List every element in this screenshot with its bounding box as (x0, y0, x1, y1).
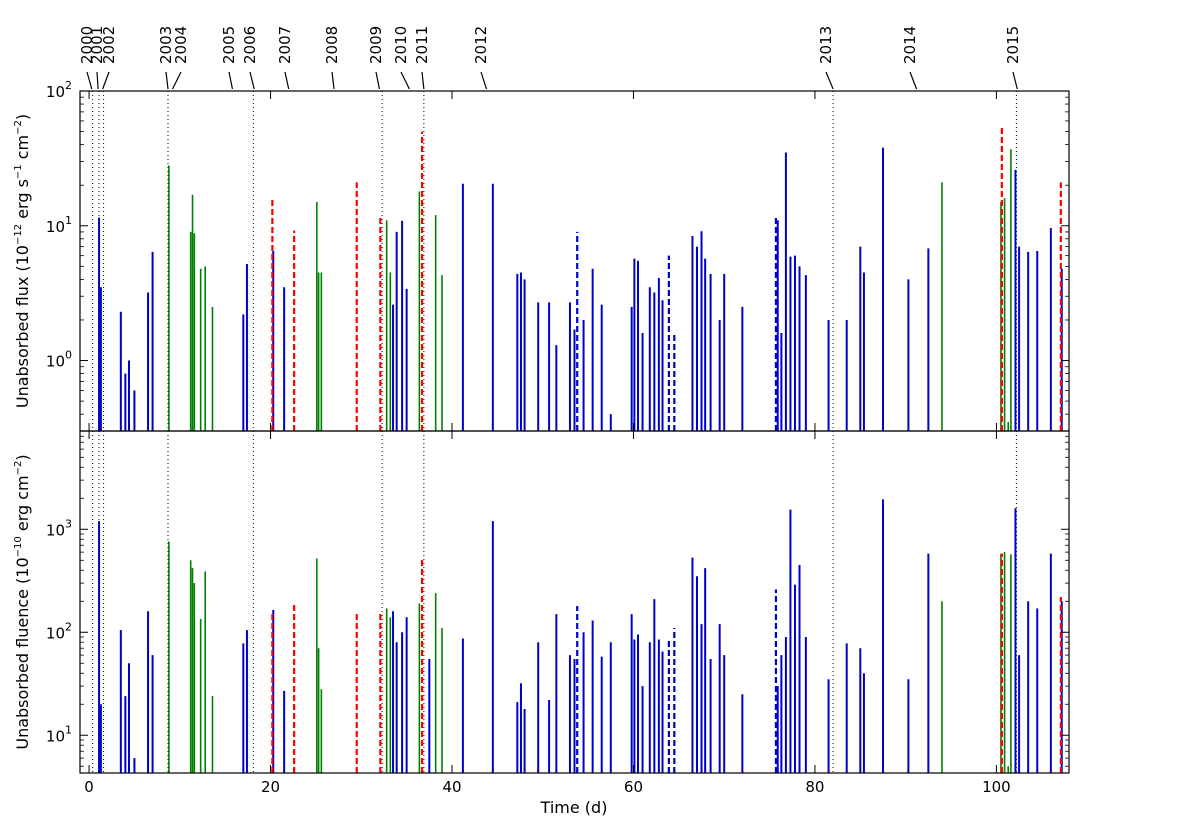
year-label: 2010 (392, 26, 410, 64)
year-label: 2000 (78, 26, 96, 64)
fluence-axes-frame (79, 430, 1070, 774)
flux-ytick-label: 102 (46, 79, 72, 101)
flux-panel: 100 101 102 Unabsorbed flux (10−12 erg s−1… (13, 79, 1070, 432)
year-marker-line (284, 71, 290, 90)
fluence-panel: 101 102 103 Unabsorbed fluence (10−10 erg … (13, 430, 1070, 774)
year-marker-line (909, 71, 918, 90)
fluence-ytick-label: 101 (46, 723, 72, 745)
flux-year-lines (92, 91, 1017, 431)
year-marker-line (249, 71, 255, 90)
flux-bars (98, 125, 1063, 431)
fluence-ylabel: Unabsorbed fluence (10−10 erg cm−2) (13, 454, 32, 749)
year-marker-line (331, 71, 335, 90)
x-tick-label: 60 (624, 778, 643, 796)
flux-ticks: 100 101 102 (46, 79, 1069, 432)
year-marker-line (421, 71, 425, 90)
year-label: 2007 (276, 26, 294, 64)
year-label: 2002 (100, 26, 118, 64)
year-label: 2013 (817, 26, 835, 64)
year-marker-line (96, 71, 99, 90)
fluence-ytick-label: 102 (46, 620, 72, 642)
flux-ytick-label: 100 (46, 349, 72, 371)
year-label: 2006 (241, 26, 259, 64)
year-label: 2014 (901, 26, 919, 64)
flux-ylabel: Unabsorbed flux (10−12 erg s−1 cm−2) (13, 114, 32, 408)
x-tick-label: 80 (805, 778, 824, 796)
year-label: 2009 (367, 26, 385, 64)
year-label: 2001 (88, 26, 106, 64)
year-marker-line (172, 71, 182, 90)
year-marker-line (165, 71, 169, 90)
year-label: 2012 (472, 26, 490, 64)
year-label: 2008 (323, 26, 341, 64)
x-tick-label: 20 (261, 778, 280, 796)
year-marker-line (375, 71, 381, 90)
fluence-ytick-label: 103 (46, 517, 72, 539)
year-marker-line (1012, 71, 1018, 90)
year-label: 2003 (157, 26, 175, 64)
fluence-bars (98, 499, 1063, 773)
year-marker-line (480, 71, 488, 90)
x-axis-label: Time (d) (540, 798, 608, 817)
year-label: 2004 (172, 26, 190, 64)
x-axis-ticks: 0 20 40 60 80 100 (84, 778, 1010, 796)
x-tick-label: 40 (442, 778, 461, 796)
x-tick-label: 0 (84, 778, 94, 796)
x-tick-label: 100 (982, 778, 1011, 796)
year-marker-line (102, 71, 110, 90)
year-label: 2011 (413, 26, 431, 64)
fluence-year-lines (92, 431, 1017, 773)
fluence-ticks: 101 102 103 (46, 431, 1069, 773)
year-label: 2015 (1004, 26, 1022, 64)
year-label: 2005 (220, 26, 238, 64)
flux-ytick-label: 101 (46, 214, 72, 236)
year-marker-line (400, 71, 410, 90)
year-marker-line (86, 71, 93, 90)
year-marker-line (825, 71, 834, 90)
year-marker-line (228, 71, 234, 90)
